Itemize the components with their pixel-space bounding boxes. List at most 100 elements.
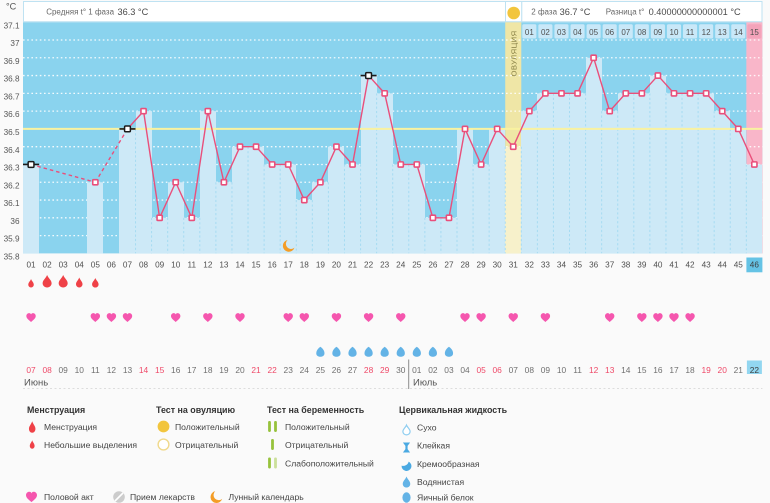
svg-text:35: 35	[573, 260, 583, 269]
svg-text:43: 43	[702, 260, 712, 269]
svg-text:07: 07	[509, 365, 519, 375]
svg-text:17: 17	[284, 260, 294, 269]
svg-text:ОВУЛЯЦИЯ: ОВУЛЯЦИЯ	[509, 30, 518, 76]
svg-text:20: 20	[718, 365, 728, 375]
svg-text:22: 22	[267, 365, 277, 375]
svg-text:09: 09	[155, 260, 165, 269]
svg-text:45: 45	[734, 260, 744, 269]
svg-text:36.6: 36.6	[4, 110, 20, 119]
svg-text:07: 07	[621, 28, 630, 37]
svg-text:10: 10	[75, 365, 85, 375]
svg-text:24: 24	[300, 365, 310, 375]
svg-text:36.2: 36.2	[4, 181, 20, 190]
svg-text:35.9: 35.9	[4, 235, 20, 244]
svg-text:06: 06	[493, 365, 503, 375]
svg-text:07: 07	[123, 260, 133, 269]
svg-text:39: 39	[637, 260, 647, 269]
svg-text:14: 14	[734, 28, 743, 37]
svg-text:Небольшие выделения: Небольшие выделения	[44, 440, 137, 450]
svg-text:24: 24	[396, 260, 406, 269]
svg-text:08: 08	[637, 28, 646, 37]
svg-text:Кремообразная: Кремообразная	[417, 459, 480, 469]
svg-text:14: 14	[235, 260, 245, 269]
svg-text:17: 17	[187, 365, 197, 375]
svg-text:28: 28	[460, 260, 470, 269]
svg-text:27: 27	[348, 365, 358, 375]
svg-text:14: 14	[621, 365, 631, 375]
svg-text:18: 18	[203, 365, 213, 375]
svg-text:18: 18	[685, 365, 695, 375]
svg-text:25: 25	[316, 365, 326, 375]
svg-text:12: 12	[589, 365, 599, 375]
svg-text:41: 41	[669, 260, 679, 269]
svg-text:14: 14	[139, 365, 149, 375]
svg-text:08: 08	[525, 365, 535, 375]
svg-text:17: 17	[669, 365, 679, 375]
svg-text:36.3 °C: 36.3 °C	[118, 7, 149, 17]
svg-text:08: 08	[42, 365, 52, 375]
svg-text:26: 26	[428, 260, 438, 269]
svg-text:37: 37	[605, 260, 615, 269]
svg-text:01: 01	[26, 260, 36, 269]
svg-text:Отрицательный: Отрицательный	[175, 440, 238, 450]
svg-text:26: 26	[332, 365, 342, 375]
svg-text:Половой акт: Половой акт	[44, 492, 94, 502]
svg-text:03: 03	[557, 28, 566, 37]
svg-text:46: 46	[750, 260, 760, 269]
svg-text:13: 13	[123, 365, 133, 375]
svg-text:05: 05	[476, 365, 486, 375]
svg-text:04: 04	[573, 28, 582, 37]
svg-text:10: 10	[171, 260, 181, 269]
svg-text:19: 19	[316, 260, 326, 269]
svg-text:16: 16	[268, 260, 278, 269]
svg-text:02: 02	[43, 260, 53, 269]
svg-text:Слабоположительный: Слабоположительный	[285, 459, 374, 469]
svg-text:29: 29	[477, 260, 487, 269]
svg-text:22: 22	[750, 365, 760, 375]
svg-text:2 фаза: 2 фаза	[531, 8, 557, 17]
svg-text:38: 38	[621, 260, 631, 269]
svg-text:23: 23	[284, 365, 294, 375]
svg-text:Цервикальная жидкость: Цервикальная жидкость	[399, 405, 508, 415]
svg-text:11: 11	[573, 365, 582, 375]
svg-text:Июнь: Июнь	[24, 378, 48, 389]
svg-text:19: 19	[701, 365, 711, 375]
svg-text:15: 15	[155, 365, 165, 375]
svg-text:25: 25	[412, 260, 422, 269]
svg-text:37: 37	[10, 39, 20, 48]
svg-text:32: 32	[525, 260, 535, 269]
svg-text:36.7 °C: 36.7 °C	[560, 7, 591, 17]
svg-text:09: 09	[653, 28, 662, 37]
svg-text:12: 12	[702, 28, 711, 37]
svg-text:28: 28	[364, 365, 374, 375]
svg-text:16: 16	[653, 365, 663, 375]
svg-text:09: 09	[541, 365, 551, 375]
svg-text:03: 03	[444, 365, 454, 375]
svg-text:07: 07	[26, 365, 36, 375]
svg-text:Водянистая: Водянистая	[417, 477, 464, 487]
svg-text:Средняя t° 1 фаза: Средняя t° 1 фаза	[46, 8, 114, 17]
svg-text:Менструация: Менструация	[44, 422, 97, 432]
svg-text:27: 27	[444, 260, 454, 269]
svg-text:22: 22	[364, 260, 374, 269]
svg-text:04: 04	[75, 260, 85, 269]
svg-text:Отрицательный: Отрицательный	[285, 440, 348, 450]
svg-text:04: 04	[460, 365, 470, 375]
svg-text:09: 09	[59, 365, 69, 375]
svg-text:36.7: 36.7	[4, 92, 20, 101]
svg-text:20: 20	[235, 365, 245, 375]
svg-text:15: 15	[750, 28, 759, 37]
svg-text:02: 02	[428, 365, 438, 375]
svg-text:21: 21	[734, 365, 744, 375]
svg-text:30: 30	[396, 365, 406, 375]
svg-text:10: 10	[670, 28, 679, 37]
svg-text:Яичный белок: Яичный белок	[417, 493, 474, 503]
svg-text:11: 11	[188, 260, 197, 269]
svg-text:36: 36	[589, 260, 599, 269]
svg-text:13: 13	[219, 260, 229, 269]
svg-text:Положительный: Положительный	[175, 422, 240, 432]
svg-text:11: 11	[686, 28, 695, 37]
svg-text:05: 05	[91, 260, 101, 269]
svg-text:05: 05	[589, 28, 598, 37]
svg-text:36.4: 36.4	[4, 146, 20, 155]
